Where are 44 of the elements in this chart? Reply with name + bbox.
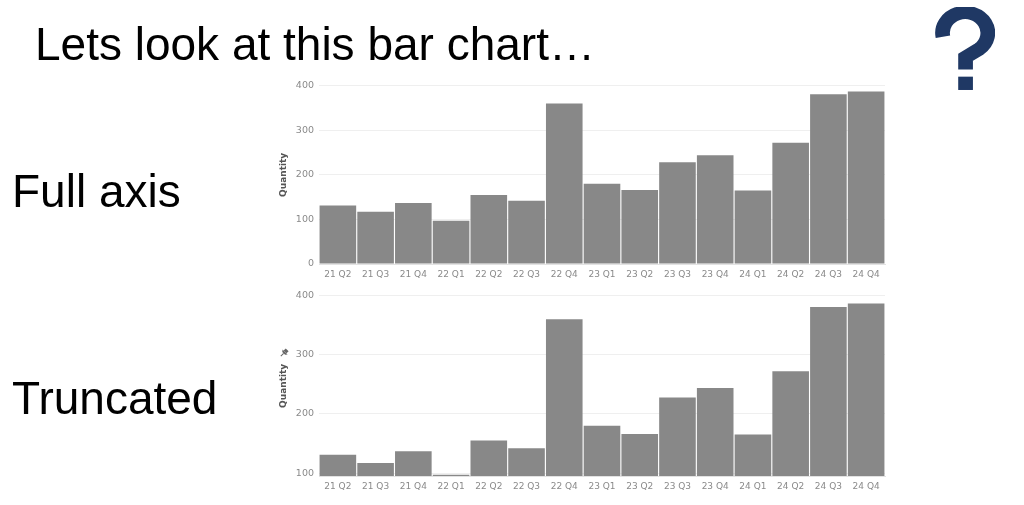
x-tick-label: 22 Q4 [550, 480, 579, 491]
x-tick-label: 23 Q2 [626, 480, 654, 491]
x-tick-label: 22 Q2 [475, 268, 503, 279]
x-tick-label: 23 Q4 [701, 480, 730, 491]
x-tick-label: 23 Q3 [663, 268, 692, 279]
y-tick-label: 0 [307, 257, 314, 269]
y-tick-label: 400 [295, 79, 314, 91]
y-tick-label: 400 [295, 289, 314, 301]
x-tick-label: 24 Q1 [739, 268, 767, 279]
x-tick-label: 22 Q1 [437, 268, 465, 279]
x-tick-label: 22 Q4 [550, 268, 579, 279]
y-axis-title: Quantity [277, 363, 288, 408]
x-tick-label: 23 Q2 [626, 268, 654, 279]
text: Truncated [12, 372, 218, 424]
y-tick-label: 100 [295, 212, 314, 224]
y-axis-title: Quantity [277, 152, 288, 197]
x-tick-label: 21 Q4 [399, 268, 428, 279]
x-tick-label: 23 Q4 [701, 268, 730, 279]
x-tick-label: 21 Q4 [399, 480, 428, 491]
x-tick-label: 24 Q2 [777, 268, 805, 279]
x-tick-label: 23 Q1 [588, 268, 616, 279]
y-tick-label: 300 [295, 348, 314, 360]
x-tick-label: 21 Q3 [362, 268, 390, 279]
x-tick-label: 24 Q3 [814, 268, 842, 279]
y-tick-label: 200 [295, 168, 314, 180]
x-tick-label: 24 Q4 [852, 480, 880, 491]
x-tick-label: 22 Q3 [512, 268, 541, 279]
x-tick-label: 23 Q1 [588, 480, 616, 491]
x-tick-label: 21 Q2 [324, 268, 352, 279]
y-tick-label: 100 [295, 466, 314, 478]
chart-title: Lets look at this bar chart… [35, 18, 595, 70]
x-tick-label: 24 Q3 [814, 480, 842, 491]
text: Full axis [12, 165, 181, 217]
x-tick-label: 21 Q3 [362, 480, 390, 491]
x-tick-label: 24 Q1 [739, 480, 767, 491]
x-tick-label: 22 Q2 [475, 480, 503, 491]
x-tick-label: 21 Q2 [324, 480, 352, 491]
x-tick-label: 22 Q3 [512, 480, 541, 491]
y-tick-label: 300 [295, 123, 314, 135]
y-tick-label: 200 [295, 407, 314, 419]
x-tick-label: 23 Q3 [663, 480, 692, 491]
x-tick-label: 22 Q1 [437, 480, 465, 491]
x-tick-label: 24 Q2 [777, 480, 805, 491]
x-tick-label: 24 Q4 [852, 268, 880, 279]
